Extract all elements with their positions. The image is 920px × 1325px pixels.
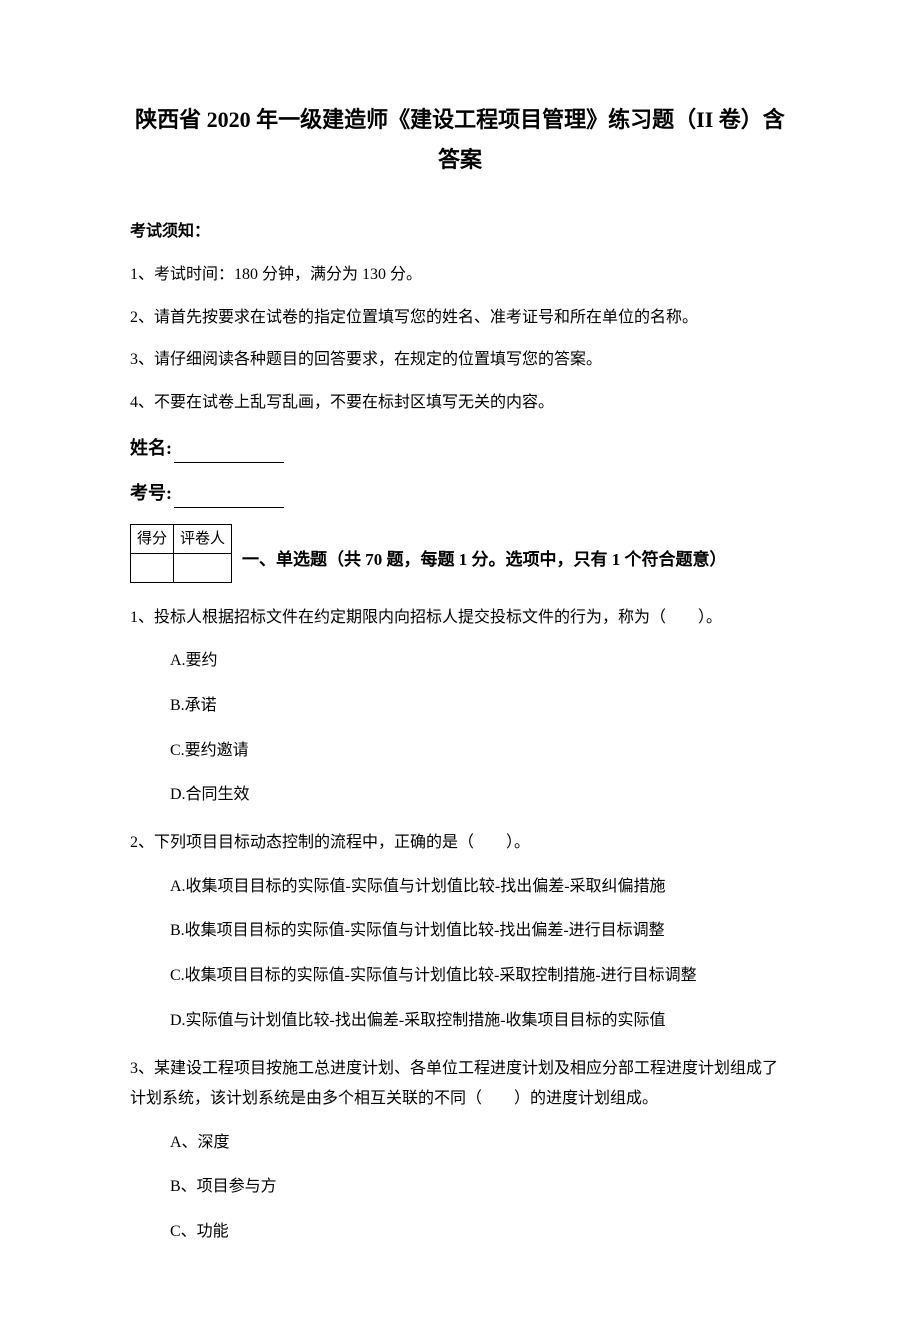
question-option: A、深度 [170, 1129, 790, 1158]
title-line-1: 陕西省 2020 年一级建造师《建设工程项目管理》练习题（II 卷）含 [130, 100, 790, 140]
question-option: A.收集项目目标的实际值-实际值与计划值比较-找出偏差-采取纠偏措施 [170, 873, 790, 902]
question-option: B、项目参与方 [170, 1173, 790, 1202]
id-blank [174, 507, 284, 508]
question-text: 3、某建设工程项目按施工总进度计划、各单位工程进度计划及相应分部工程进度计划组成… [130, 1054, 790, 1115]
question-3: 3、某建设工程项目按施工总进度计划、各单位工程进度计划及相应分部工程进度计划组成… [130, 1054, 790, 1247]
title-line-2: 答案 [130, 140, 790, 180]
instruction-item: 4、不要在试卷上乱写乱画，不要在标封区填写无关的内容。 [130, 389, 790, 418]
instruction-item: 3、请仔细阅读各种题目的回答要求，在规定的位置填写您的答案。 [130, 346, 790, 375]
name-label: 姓名: [130, 438, 172, 458]
table-row [131, 553, 232, 582]
table-row: 得分 评卷人 [131, 524, 232, 553]
question-text: 1、投标人根据招标文件在约定期限内向招标人提交投标文件的行为，称为（ ）。 [130, 603, 790, 633]
question-text: 2、下列项目目标动态控制的流程中，正确的是（ ）。 [130, 828, 790, 858]
question-option: C.要约邀请 [170, 737, 790, 766]
question-option: A.要约 [170, 647, 790, 676]
document-title: 陕西省 2020 年一级建造师《建设工程项目管理》练习题（II 卷）含 答案 [130, 100, 790, 179]
instruction-item: 2、请首先按要求在试卷的指定位置填写您的姓名、准考证号和所在单位的名称。 [130, 304, 790, 333]
question-option: B.收集项目目标的实际值-实际值与计划值比较-找出偏差-进行目标调整 [170, 917, 790, 946]
id-label: 考号: [130, 483, 172, 503]
section-title: 一、单选题（共 70 题，每题 1 分。选项中，只有 1 个符合题意） [242, 524, 727, 573]
name-field: 姓名: [130, 434, 790, 463]
question-option: D.实际值与计划值比较-找出偏差-采取控制措施-收集项目目标的实际值 [170, 1007, 790, 1036]
question-option: C.收集项目目标的实际值-实际值与计划值比较-采取控制措施-进行目标调整 [170, 962, 790, 991]
id-field: 考号: [130, 479, 790, 508]
grader-header-cell: 评卷人 [174, 524, 232, 553]
question-option: C、功能 [170, 1218, 790, 1247]
question-option: D.合同生效 [170, 781, 790, 810]
score-section: 得分 评卷人 一、单选题（共 70 题，每题 1 分。选项中，只有 1 个符合题… [130, 524, 790, 583]
question-option: B.承诺 [170, 692, 790, 721]
instructions-heading: 考试须知： [130, 219, 790, 245]
name-blank [174, 462, 284, 463]
question-2: 2、下列项目目标动态控制的流程中，正确的是（ ）。 A.收集项目目标的实际值-实… [130, 828, 790, 1036]
question-1: 1、投标人根据招标文件在约定期限内向招标人提交投标文件的行为，称为（ ）。 A.… [130, 603, 790, 811]
instruction-item: 1、考试时间：180 分钟，满分为 130 分。 [130, 261, 790, 290]
score-header-cell: 得分 [131, 524, 174, 553]
score-value-cell [131, 553, 174, 582]
grader-value-cell [174, 553, 232, 582]
score-table: 得分 评卷人 [130, 524, 232, 583]
